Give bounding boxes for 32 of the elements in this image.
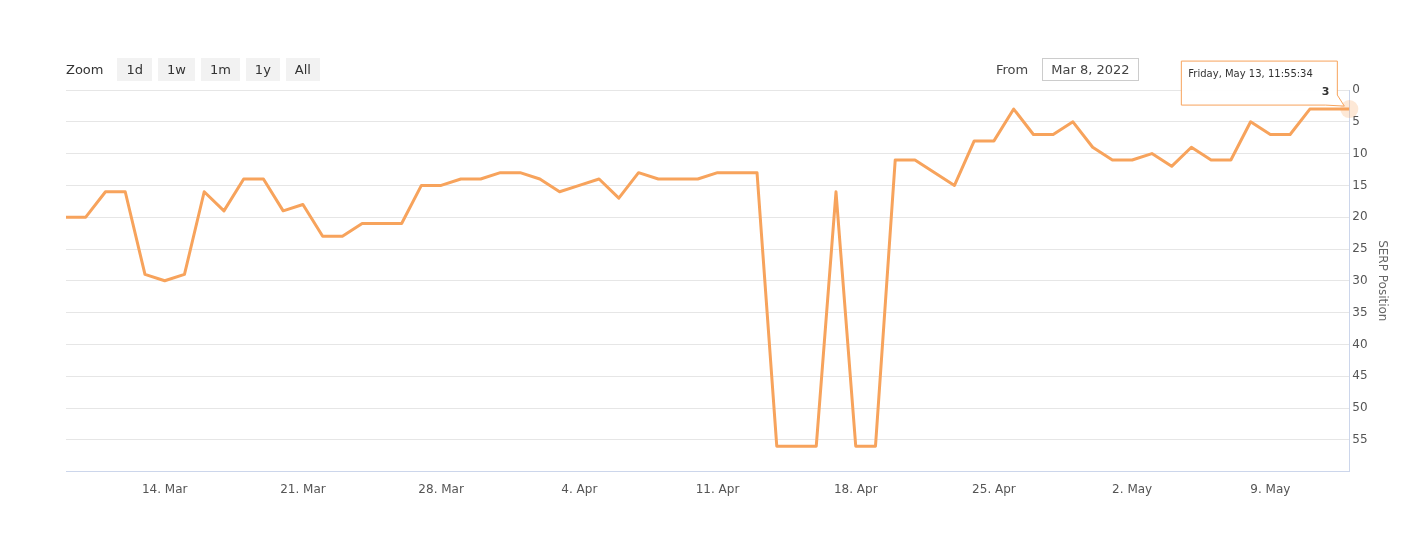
y-tick-label: 15	[1352, 177, 1368, 192]
x-tick-label: 25. Apr	[972, 481, 1016, 496]
y-tick-label: 10	[1352, 145, 1368, 160]
y-tick-label: 5	[1352, 113, 1360, 128]
text: 1y	[245, 58, 280, 81]
x-tick-label: 4. Apr	[561, 481, 598, 496]
data-label: 3	[1321, 84, 1330, 98]
x-tick-label: 28. Mar	[418, 481, 464, 496]
x-tick-label: 9. May	[1250, 481, 1291, 496]
x-tick-label: 14. Mar	[141, 481, 188, 496]
text: Mar 8, 2022	[1042, 58, 1139, 81]
x-tick-label: 11. Apr	[695, 481, 740, 496]
text: 1d	[117, 58, 153, 81]
x-tick-label: 21. Mar	[280, 481, 326, 496]
text: All	[285, 58, 320, 81]
text: Zoom	[65, 61, 105, 79]
y-tick-label: 40	[1352, 336, 1368, 351]
y-tick-label: 25	[1352, 241, 1368, 256]
y-axis-title: SERP Position	[1375, 240, 1390, 322]
text: Friday, May 13, 11:55:34	[1188, 67, 1313, 79]
y-tick-label: 55	[1352, 431, 1368, 446]
text: From	[995, 61, 1030, 79]
y-tick-label: 20	[1352, 209, 1368, 224]
y-tick-label: 50	[1352, 400, 1368, 415]
x-tick-label: 18. Apr	[833, 481, 878, 496]
y-tick-label: 0	[1352, 82, 1360, 97]
text: 1w	[158, 58, 195, 81]
x-tick-label: 2. May	[1112, 481, 1153, 496]
text: 1m	[200, 58, 240, 81]
y-tick-label: 30	[1352, 272, 1368, 287]
y-tick-label: 35	[1352, 304, 1368, 319]
y-tick-label: 45	[1352, 368, 1368, 383]
